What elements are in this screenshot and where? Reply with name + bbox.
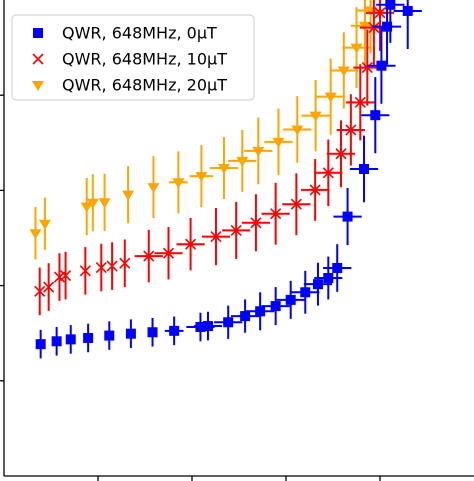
data-point xyxy=(80,202,93,213)
data-point xyxy=(402,5,413,16)
data-point xyxy=(169,325,180,336)
data-point xyxy=(332,262,343,273)
data-point xyxy=(122,190,135,201)
data-point xyxy=(309,184,321,196)
data-point xyxy=(83,332,94,343)
legend-entry-1: QWR, 648MHz, 10μT xyxy=(32,50,227,69)
data-point xyxy=(104,330,115,341)
data-point xyxy=(345,124,357,136)
data-point xyxy=(370,110,381,121)
data-point xyxy=(35,339,46,350)
legend-marker xyxy=(32,81,44,91)
data-point xyxy=(309,111,322,122)
data-point xyxy=(359,163,370,174)
data-point xyxy=(230,224,242,236)
data-point xyxy=(95,261,107,274)
data-point xyxy=(223,317,234,328)
data-point xyxy=(354,96,366,108)
data-point xyxy=(385,0,396,10)
data-point xyxy=(38,219,51,230)
data-point xyxy=(86,198,99,209)
data-point xyxy=(60,270,72,282)
data-point xyxy=(255,306,266,317)
data-point xyxy=(376,60,387,71)
data-point xyxy=(195,172,208,183)
data-point xyxy=(43,281,55,293)
legend-entry-0: QWR, 648MHz, 0μT xyxy=(33,24,217,43)
series-2 xyxy=(29,0,385,260)
legend-marker xyxy=(32,53,44,65)
data-point xyxy=(335,148,347,160)
data-point xyxy=(250,217,262,229)
legend-label: QWR, 648MHz, 0μT xyxy=(62,24,217,43)
data-point xyxy=(65,334,76,345)
data-point xyxy=(290,198,302,210)
data-point xyxy=(324,92,337,103)
chart-marks xyxy=(29,0,422,359)
data-point xyxy=(350,43,363,54)
data-point xyxy=(119,257,131,269)
data-point xyxy=(29,229,42,240)
data-point xyxy=(143,250,155,262)
legend-entry-2: QWR, 648MHz, 20μT xyxy=(32,76,227,95)
data-point xyxy=(125,328,136,339)
data-point xyxy=(285,294,296,305)
data-point xyxy=(162,247,175,259)
data-point xyxy=(323,272,334,283)
data-point xyxy=(98,198,111,209)
data-point xyxy=(312,279,323,290)
data-point xyxy=(51,336,62,347)
data-point xyxy=(322,167,334,179)
data-point xyxy=(374,7,386,19)
legend-marker xyxy=(33,28,43,38)
data-point xyxy=(172,178,185,189)
legend-label: QWR, 648MHz, 20μT xyxy=(62,76,227,95)
data-point xyxy=(270,208,282,220)
data-point xyxy=(240,311,251,322)
data-point xyxy=(210,231,222,243)
data-point xyxy=(337,66,350,77)
data-point xyxy=(361,62,373,74)
data-point xyxy=(185,238,197,250)
data-point xyxy=(217,164,230,175)
data-point xyxy=(147,183,160,194)
data-point xyxy=(79,265,91,277)
data-point xyxy=(300,287,311,298)
data-point xyxy=(291,125,304,136)
data-point xyxy=(270,301,281,312)
legend-box xyxy=(11,14,255,101)
data-point xyxy=(202,321,213,332)
data-point xyxy=(342,211,353,222)
data-point xyxy=(382,21,393,32)
data-point xyxy=(272,137,285,148)
data-point xyxy=(34,285,46,297)
data-point xyxy=(252,146,265,157)
data-point xyxy=(236,156,249,167)
data-point xyxy=(147,327,158,338)
series-0 xyxy=(35,0,422,359)
data-point xyxy=(106,260,118,272)
legend-label: QWR, 648MHz, 10μT xyxy=(62,50,227,69)
legend: QWR, 648MHz, 0μT QWR, 648MHz, 10μT QWR, 64… xyxy=(11,14,255,101)
